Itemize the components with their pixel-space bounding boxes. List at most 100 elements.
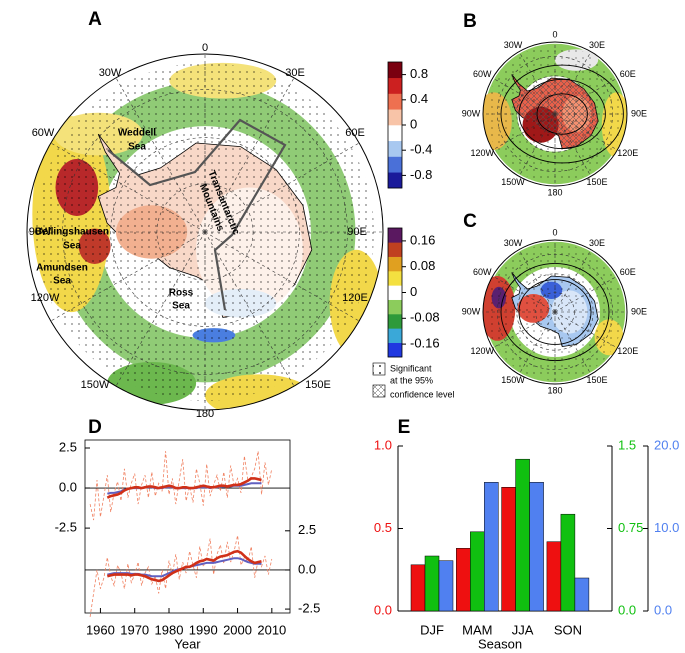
legend-dots [372, 362, 386, 376]
x-axis-title: Year [174, 636, 201, 651]
meridian [492, 113, 556, 151]
x-tick-label: 2010 [257, 622, 286, 637]
longitude-label: 30E [285, 67, 305, 79]
longitude-label: 60W [473, 69, 492, 79]
bar [501, 487, 516, 612]
meridian [554, 113, 618, 151]
longitude-label: 120W [31, 292, 60, 304]
meridian [518, 113, 556, 177]
bar [560, 513, 576, 612]
longitude-label: 120E [342, 292, 368, 304]
legend-label: confidence level [390, 389, 455, 399]
colorbar-label: 0.8 [410, 66, 428, 81]
colorbar-segment [388, 77, 402, 94]
colorbar-segment [388, 342, 402, 358]
map-border [482, 239, 628, 385]
longitude-label: 180 [547, 187, 562, 197]
panel-label: C [463, 211, 477, 232]
region-label: Weddell [118, 128, 156, 139]
y-tick-label: 10.0 [654, 520, 679, 535]
transect-line [107, 118, 287, 311]
colorbar-label: -0.08 [410, 310, 440, 325]
region-label: Ross [169, 288, 194, 299]
map-shading [483, 42, 627, 186]
map-border [482, 41, 628, 187]
longitude-label: 90W [462, 108, 481, 118]
x-tick-label: 1970 [120, 622, 149, 637]
bar [438, 560, 454, 612]
longitude-label: 30W [504, 238, 523, 248]
bar [529, 482, 544, 612]
longitude-label: 30E [589, 40, 605, 50]
colorbar-segment [388, 299, 402, 315]
colorbar-label: -0.8 [410, 167, 432, 182]
x-tick-label: 2000 [223, 622, 252, 637]
longitude-label: 150E [305, 379, 331, 391]
longitude-label: 60E [345, 127, 365, 139]
longitude-label: 180 [547, 385, 562, 395]
panel-label: E [398, 417, 411, 438]
longitude-label: 90E [631, 306, 647, 316]
longitude-label: 120W [470, 148, 494, 158]
colorbar-segment [388, 140, 402, 157]
x-tick-label: 1960 [86, 622, 115, 637]
region-label: Amundsen [36, 263, 88, 274]
plot-frame [84, 439, 291, 614]
colorbar-label: -0.4 [410, 142, 432, 157]
y-tick-label: 2.5 [59, 439, 77, 454]
y-tick-label: 2.5 [298, 522, 316, 537]
region-label: Sea [128, 142, 146, 153]
map-border [26, 53, 384, 411]
longitude-label: 120E [617, 148, 638, 158]
meridian [492, 275, 556, 313]
longitude-label: 90W [462, 306, 481, 316]
longitude-label: 60E [620, 267, 636, 277]
meridian [554, 311, 618, 349]
y-tick-label: -2.5 [55, 520, 77, 535]
longitude-label: 150W [81, 379, 110, 391]
x-tick-label: SON [554, 622, 582, 637]
longitude-label: 0 [552, 29, 557, 39]
longitude-label: 180 [196, 408, 214, 420]
y-tick-label: 0.0 [298, 561, 316, 576]
latitude-circle [110, 137, 300, 327]
colorbar-segment [388, 271, 402, 286]
legend-label: Significant [390, 363, 432, 373]
y-tick-label: 0.0 [59, 479, 77, 494]
y-tick-label: 20.0 [654, 437, 679, 452]
bar [574, 577, 590, 612]
x-tick-label: 1980 [155, 622, 184, 637]
colorbar-label: 0.16 [410, 232, 435, 247]
meridian [518, 311, 556, 375]
series-line [89, 451, 273, 521]
longitude-label: 30W [99, 67, 122, 79]
region-label: Bellingshausen [35, 227, 109, 238]
bar [484, 482, 499, 612]
legend-hatch [372, 384, 386, 398]
colorbar-segment [388, 62, 402, 79]
meridian [492, 77, 556, 115]
colorbar-segment [388, 328, 402, 343]
series-line [107, 549, 262, 583]
colorbar-label: 0 [410, 284, 417, 299]
y-tick-label: 0.0 [374, 602, 392, 617]
x-axis-title: Season [478, 636, 522, 651]
longitude-label: 150E [586, 177, 607, 187]
longitude-label: 30W [504, 40, 523, 50]
map-shading [483, 240, 627, 384]
colorbar-segment [388, 314, 402, 329]
meridian [554, 275, 618, 313]
longitude-label: 120E [617, 346, 638, 356]
longitude-label: 60W [32, 127, 55, 139]
bar [470, 531, 485, 612]
legend-label: at the 95% [390, 375, 433, 385]
longitude-label: 60E [620, 69, 636, 79]
panel-label: D [88, 417, 102, 438]
bar [410, 564, 426, 612]
colorbar-segment [388, 125, 402, 142]
colorbar-segment [388, 256, 402, 272]
y-tick-label: -2.5 [298, 601, 320, 616]
longitude-label: 150W [501, 177, 525, 187]
longitude-label: 60W [473, 267, 492, 277]
